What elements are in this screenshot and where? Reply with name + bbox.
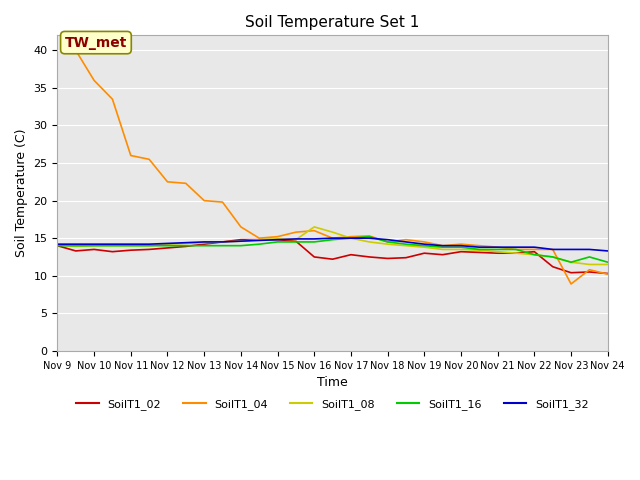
- Text: TW_met: TW_met: [65, 36, 127, 49]
- Legend: SoilT1_02, SoilT1_04, SoilT1_08, SoilT1_16, SoilT1_32: SoilT1_02, SoilT1_04, SoilT1_08, SoilT1_…: [72, 395, 593, 415]
- X-axis label: Time: Time: [317, 376, 348, 389]
- Y-axis label: Soil Temperature (C): Soil Temperature (C): [15, 129, 28, 257]
- Title: Soil Temperature Set 1: Soil Temperature Set 1: [245, 15, 420, 30]
